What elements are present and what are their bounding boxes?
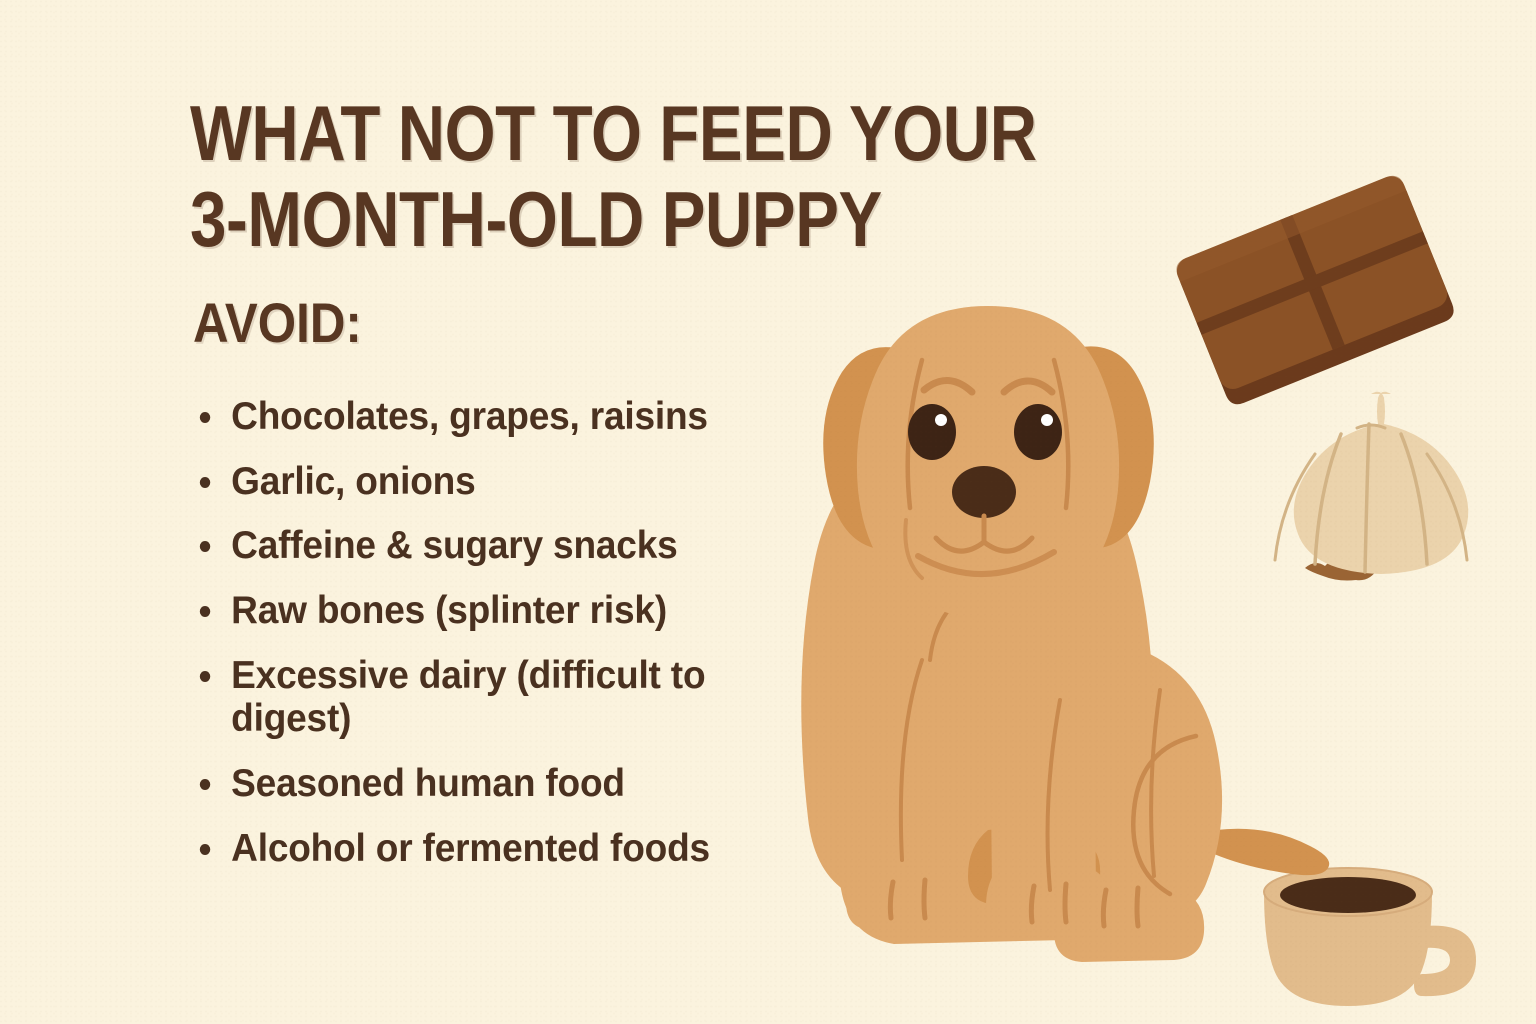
- garlic-bulb-icon: [1273, 391, 1469, 581]
- list-item: Garlic, onions: [196, 460, 804, 504]
- list-item: Raw bones (splinter risk): [196, 589, 804, 633]
- title-line-1: WHAT NOT TO FEED YOUR: [190, 89, 1037, 178]
- coffee-cup-icon: [1263, 867, 1476, 1006]
- bullet-icon: [199, 843, 211, 855]
- title-line-2: 3-MONTH-OLD PUPPY: [190, 175, 882, 263]
- list-item-label: Caffeine & sugary snacks: [231, 524, 678, 568]
- bullet-icon: [199, 670, 211, 682]
- avoid-list: Chocolates, grapes, raisins Garlic, onio…: [196, 395, 836, 891]
- puppy-icon: [801, 306, 1330, 962]
- bullet-icon: [199, 606, 211, 618]
- bullet-icon: [199, 412, 211, 423]
- list-item-label: Seasoned human food: [231, 762, 625, 806]
- bullet-icon: [199, 476, 211, 488]
- list-item: Chocolates, grapes, raisins: [196, 395, 804, 439]
- bullet-icon: [199, 779, 211, 791]
- avoid-heading: AVOID:: [193, 291, 362, 354]
- list-item-label: Raw bones (splinter risk): [231, 589, 667, 633]
- bullet-icon: [199, 541, 211, 553]
- list-item-label: Garlic, onions: [231, 459, 476, 503]
- list-item: Seasoned human food: [196, 762, 804, 806]
- list-item: Caffeine & sugary snacks: [196, 524, 804, 568]
- list-item: Excessive dairy (difficult to digest): [196, 654, 804, 741]
- list-item-label: Chocolates, grapes, raisins: [231, 395, 708, 438]
- text-column: WHAT NOT TO FEED YOUR 3-MONTH-OLD PUPPY …: [190, 89, 1037, 891]
- list-item-label: Alcohol or fermented foods: [231, 826, 710, 870]
- list-item-label: Excessive dairy (difficult to digest): [231, 653, 706, 741]
- page-title: WHAT NOT TO FEED YOUR 3-MONTH-OLD PUPPY: [190, 89, 1037, 263]
- list-item: Alcohol or fermented foods: [196, 827, 804, 871]
- chocolate-bar-icon: [1176, 175, 1454, 405]
